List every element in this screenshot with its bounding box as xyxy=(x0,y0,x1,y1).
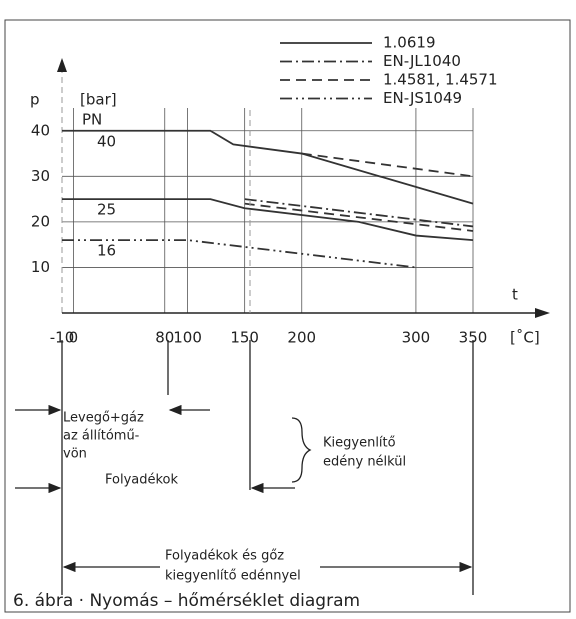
x-tick-label: 80 xyxy=(155,329,174,347)
annotation: Folyadékok xyxy=(105,473,179,488)
series-line xyxy=(244,198,474,228)
x-axis-arrow xyxy=(535,308,550,318)
x-tick-label: 300 xyxy=(402,329,431,347)
legend-label: 1.0619 xyxy=(383,34,436,52)
annotation: Levegő+gáz xyxy=(63,411,144,426)
annotation: Kiegyenlítő xyxy=(323,436,396,451)
y-axis-unit: [bar] xyxy=(80,91,117,109)
legend-label: 1.4581, 1.4571 xyxy=(383,71,498,89)
annotation-arrows xyxy=(15,340,474,595)
pn-label: PN xyxy=(82,111,102,129)
x-tick-label: -10 xyxy=(50,329,75,347)
x-tick-label: 350 xyxy=(459,329,488,347)
annotation: kiegyenlítő edénnyel xyxy=(165,569,301,584)
series-line xyxy=(62,129,474,242)
legend-label: EN-JL1040 xyxy=(383,52,461,70)
annotation: vön xyxy=(63,447,87,462)
y-axis-arrow xyxy=(57,58,67,72)
pn-class-label: 25 xyxy=(97,201,116,219)
frame xyxy=(4,19,571,613)
x-tick-label: 100 xyxy=(173,329,202,347)
x-tick-label: 150 xyxy=(230,329,259,347)
legend-label: EN-JS1049 xyxy=(383,89,462,107)
annotation: az állítómű- xyxy=(63,429,140,444)
y-tick-label: 40 xyxy=(31,121,50,139)
pn-class-label: 16 xyxy=(97,242,116,260)
y-tick-label: 20 xyxy=(31,212,50,230)
pn-class-label: 40 xyxy=(97,132,116,150)
y-axis-label: p xyxy=(30,91,40,109)
series-line xyxy=(244,152,474,232)
x-tick-label: 0 xyxy=(69,329,79,347)
caption: 6. ábra · Nyomás – hőmérséklet diagram xyxy=(13,591,360,611)
x-axis-unit: [˚C] xyxy=(510,329,540,347)
annotation: Folyadékok és gőz xyxy=(165,549,284,564)
x-tick-label: 200 xyxy=(287,329,316,347)
y-tick-label: 10 xyxy=(31,258,50,276)
y-tick-label: 30 xyxy=(31,167,50,185)
x-axis-label: t xyxy=(512,286,518,304)
annotation: edény nélkül xyxy=(323,455,406,470)
